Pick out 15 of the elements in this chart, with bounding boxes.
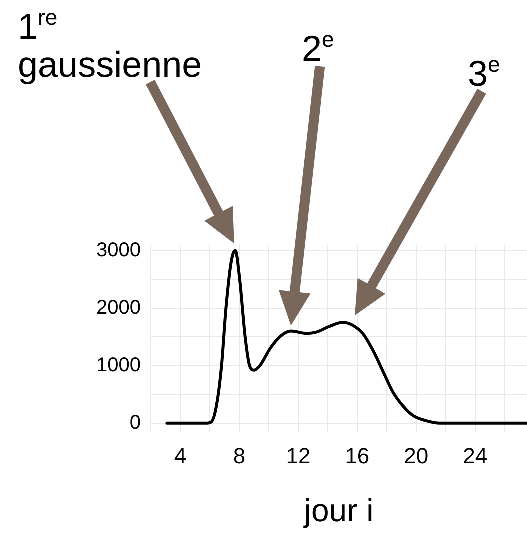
y-tick-label: 2000 (96, 296, 141, 319)
x-tick-label: 24 (463, 443, 488, 468)
x-tick-label: 16 (345, 443, 370, 468)
text: 2$^{e}$ (302, 27, 336, 69)
text: 1$^{re}$ gaussienne (18, 5, 204, 85)
y-tick-label: 3000 (96, 239, 141, 262)
y-tick-label: 0 (130, 412, 141, 434)
x-tick-label: 4 (174, 443, 187, 468)
x-tick-label: 12 (286, 443, 311, 468)
y-tick-label: 1000 (96, 354, 141, 376)
x-tick-label: 8 (233, 443, 246, 468)
x-tick-label: 20 (404, 443, 429, 468)
x-axis-title: jour i (303, 492, 374, 529)
text: 3$^{e}$ (468, 52, 502, 94)
line-series (166, 249, 527, 425)
